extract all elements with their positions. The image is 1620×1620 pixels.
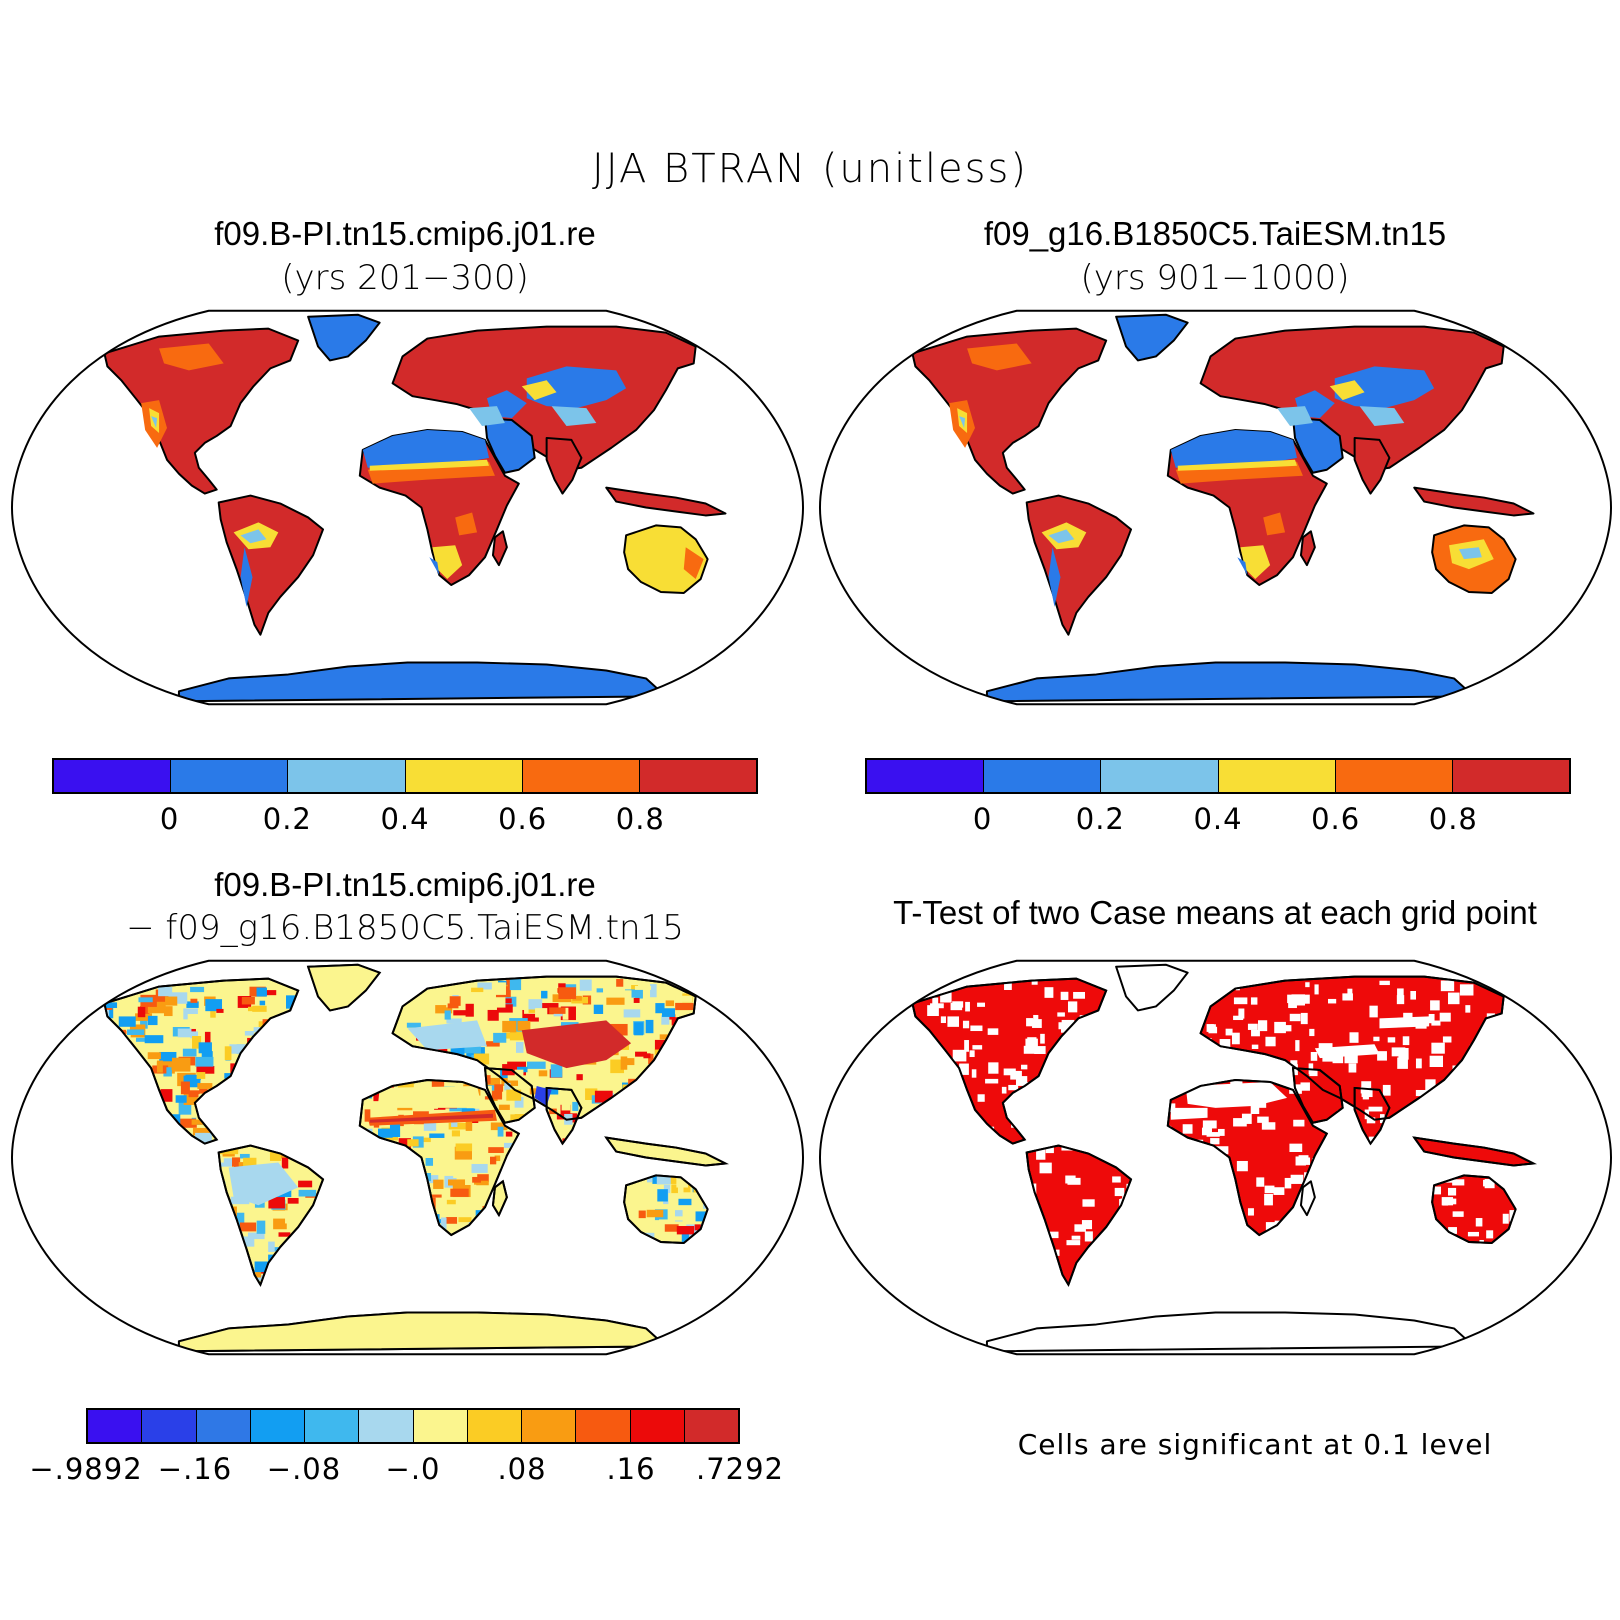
map-top-left: [10, 309, 805, 706]
colorbar-swatch: [684, 1410, 738, 1442]
panel-bottom-right-title: T-Test of two Case means at each grid po…: [893, 894, 1537, 931]
colorbar-swatch: [867, 760, 985, 792]
figure-title: JJA BTRAN (unitless): [592, 146, 1028, 192]
colorbar-tick-label: 0: [972, 802, 993, 836]
colorbar-tick-label: 0.2: [262, 802, 312, 836]
ttest-note: Cells are significant at 0.1 level: [1017, 1428, 1493, 1461]
colorbar-swatch: [1335, 760, 1453, 792]
colorbar-tick-label: −.08: [266, 1452, 342, 1486]
panel-bottom-left-case-b: − f09_g16.B1850C5.TaiESM.tn15: [126, 908, 684, 948]
map-bottom-right: [818, 959, 1613, 1356]
panel-top-right-case: f09_g16.B1850C5.TaiESM.tn15: [983, 215, 1447, 252]
colorbar-tick-label: −.16: [157, 1452, 233, 1486]
colorbar-swatch: [1452, 760, 1570, 792]
panel-bottom-left-case-a: f09.B-PI.tn15.cmip6.j01.re: [214, 866, 596, 903]
colorbar-bottom-left: [86, 1408, 740, 1444]
colorbar-swatch: [171, 760, 289, 792]
colorbar-tick-label: 0.8: [615, 802, 665, 836]
colorbar-swatch: [413, 1410, 468, 1442]
colorbar-tick-label: .08: [497, 1452, 547, 1486]
colorbar-swatch: [522, 760, 640, 792]
colorbar-tick-label: 0.6: [498, 802, 548, 836]
colorbar-swatch: [639, 760, 757, 792]
colorbar-swatch: [1218, 760, 1336, 792]
colorbar-tick-label: 0.8: [1428, 802, 1478, 836]
panel-top-left-years: (yrs 201−300): [281, 258, 529, 298]
colorbar-tick-label: −.0: [385, 1452, 441, 1486]
colorbar-swatch: [359, 1410, 414, 1442]
colorbar-tick-label: 0.2: [1075, 802, 1125, 836]
colorbar-swatch: [250, 1410, 305, 1442]
colorbar-tick-label: 0: [159, 802, 180, 836]
colorbar-swatch: [305, 1410, 360, 1442]
colorbar-top-left: [52, 758, 758, 794]
colorbar-tick-label: 0.4: [380, 802, 430, 836]
colorbar-swatch: [467, 1410, 522, 1442]
colorbar-tick-label: −.9892: [29, 1452, 143, 1486]
colorbar-swatch: [405, 760, 523, 792]
panel-top-right-years: (yrs 901−1000): [1080, 258, 1350, 298]
colorbar-tick-label: .16: [606, 1452, 656, 1486]
panel-top-left-case: f09.B-PI.tn15.cmip6.j01.re: [214, 215, 596, 252]
colorbar-tick-label: .7292: [695, 1452, 785, 1486]
colorbar-swatch: [288, 760, 406, 792]
colorbar-swatch: [576, 1410, 631, 1442]
colorbar-swatch: [522, 1410, 577, 1442]
colorbar-tick-label: 0.6: [1311, 802, 1361, 836]
map-top-right: [818, 309, 1613, 706]
colorbar-swatch: [984, 760, 1102, 792]
colorbar-swatch: [1101, 760, 1219, 792]
colorbar-swatch: [142, 1410, 197, 1442]
colorbar-swatch: [196, 1410, 251, 1442]
colorbar-top-right: [865, 758, 1571, 794]
colorbar-swatch: [88, 1410, 143, 1442]
map-bottom-left: [10, 959, 805, 1356]
colorbar-tick-label: 0.4: [1193, 802, 1243, 836]
colorbar-swatch: [630, 1410, 685, 1442]
colorbar-swatch: [54, 760, 172, 792]
